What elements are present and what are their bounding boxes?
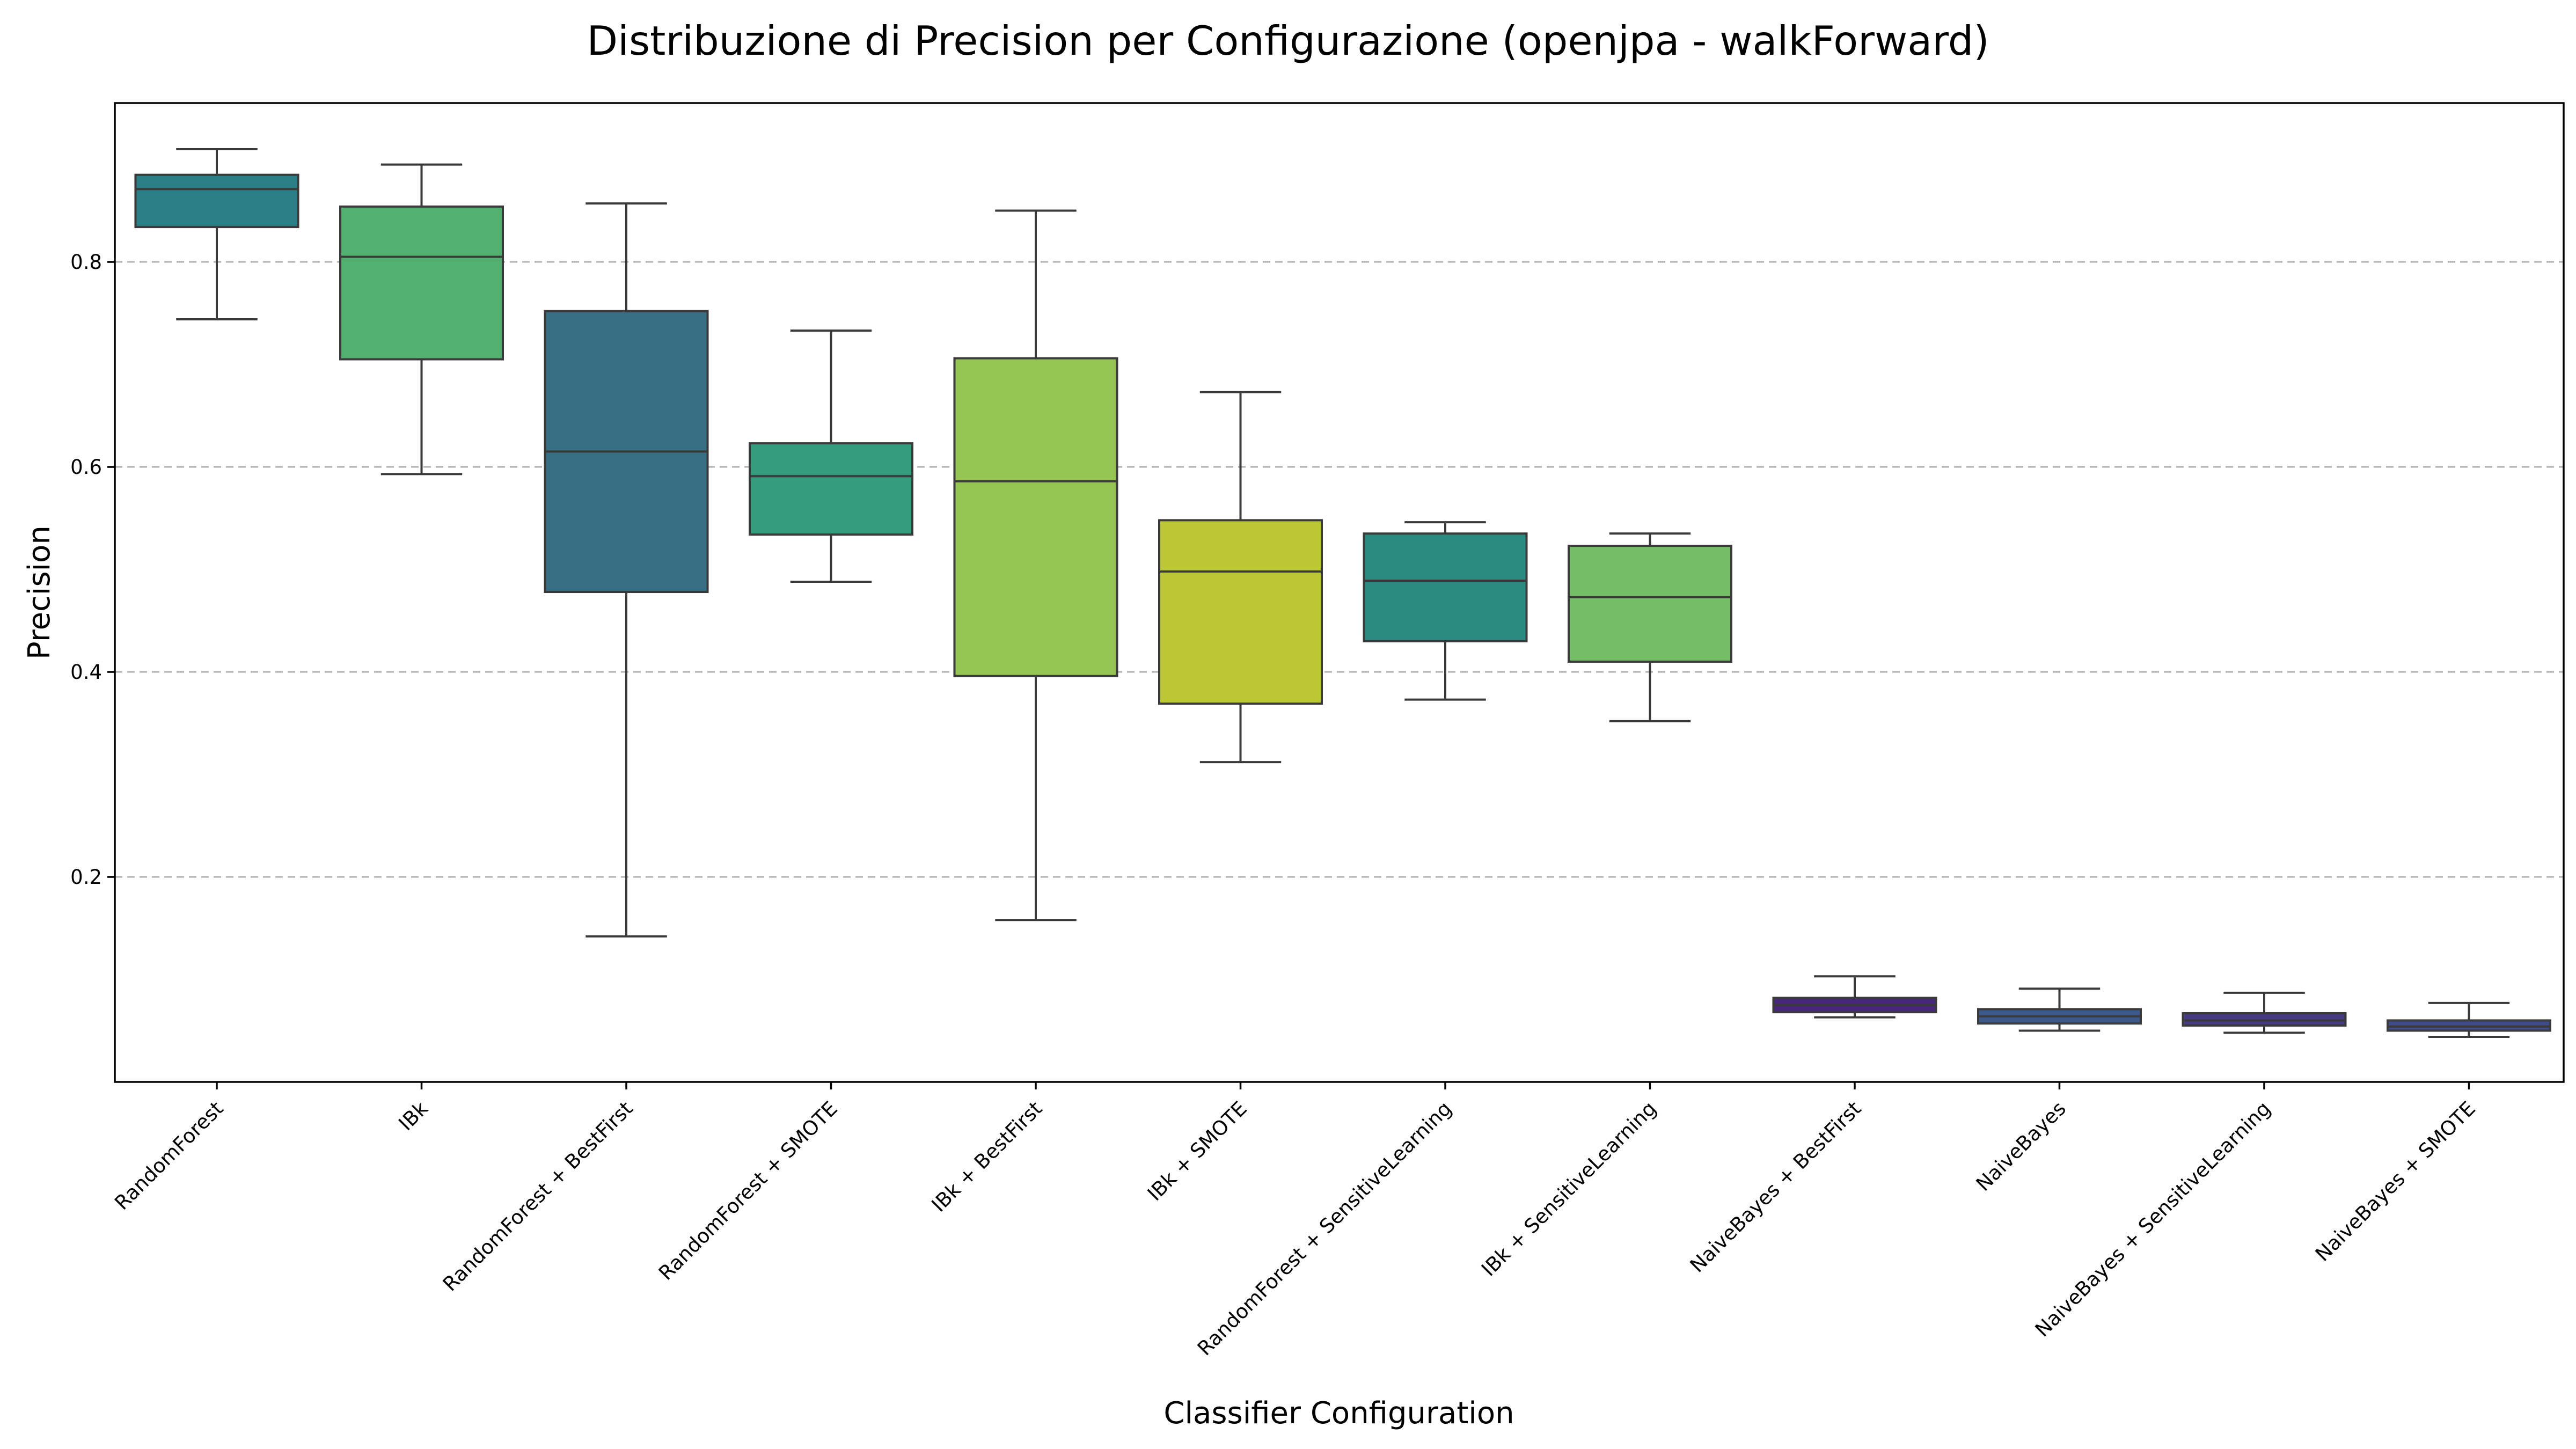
- y-axis-label: Precision: [22, 525, 57, 660]
- x-tick-label: RandomForest: [110, 1097, 228, 1214]
- iqr-box: [749, 442, 913, 536]
- box-2: [544, 202, 709, 938]
- y-tick-label: 0.2: [70, 866, 102, 889]
- box-11: [2387, 1001, 2551, 1038]
- x-tick-label: IBk: [394, 1097, 433, 1136]
- x-tick-label: RandomForest + SensitiveLearning: [1193, 1097, 1456, 1360]
- iqr-box: [134, 173, 299, 229]
- box-7: [1568, 532, 1732, 722]
- box-9: [1977, 987, 2142, 1032]
- x-tick-label: NaiveBayes + SensitiveLearning: [2031, 1097, 2275, 1341]
- box-6: [1363, 521, 1528, 701]
- x-axis-ticks: RandomForest IBk RandomForest + BestFirst R…: [110, 1082, 2480, 1360]
- boxes: [134, 148, 2551, 1038]
- x-tick-label: RandomForest + SMOTE: [654, 1097, 842, 1285]
- x-tick-label: NaiveBayes + BestFirst: [1686, 1097, 1866, 1277]
- y-tick-label: 0.6: [70, 456, 102, 479]
- iqr-box: [1568, 545, 1732, 663]
- grid-lines: [115, 261, 2564, 878]
- x-tick-label: IBk + SensitiveLearning: [1477, 1097, 1661, 1281]
- box-0: [134, 148, 299, 320]
- x-tick-label: NaiveBayes + SMOTE: [2311, 1097, 2480, 1266]
- x-tick-label: NaiveBayes: [1972, 1097, 2070, 1196]
- plot-frame: [114, 102, 2565, 1083]
- box-4: [953, 209, 1118, 921]
- y-tick-label: 0.4: [70, 661, 102, 684]
- box-10: [2182, 991, 2347, 1034]
- iqr-box: [339, 205, 504, 361]
- x-axis-label: Classifier Configuration: [1163, 1396, 1514, 1431]
- box-3: [749, 330, 913, 583]
- y-tick-label: 0.8: [70, 251, 102, 274]
- x-tick-label: RandomForest + BestFirst: [438, 1097, 638, 1296]
- x-tick-label: IBk + BestFirst: [927, 1097, 1047, 1217]
- iqr-box: [1158, 519, 1323, 705]
- y-axis-ticks: 0.2 0.4 0.6 0.8: [70, 251, 115, 889]
- iqr-box: [953, 357, 1118, 677]
- box-5: [1158, 391, 1323, 764]
- box-8: [1772, 975, 1937, 1019]
- x-tick-label: IBk + SMOTE: [1143, 1097, 1252, 1205]
- chart-title: Distribuzione di Precision per Configura…: [587, 17, 1989, 64]
- iqr-box: [1363, 532, 1528, 642]
- box-1: [339, 163, 504, 475]
